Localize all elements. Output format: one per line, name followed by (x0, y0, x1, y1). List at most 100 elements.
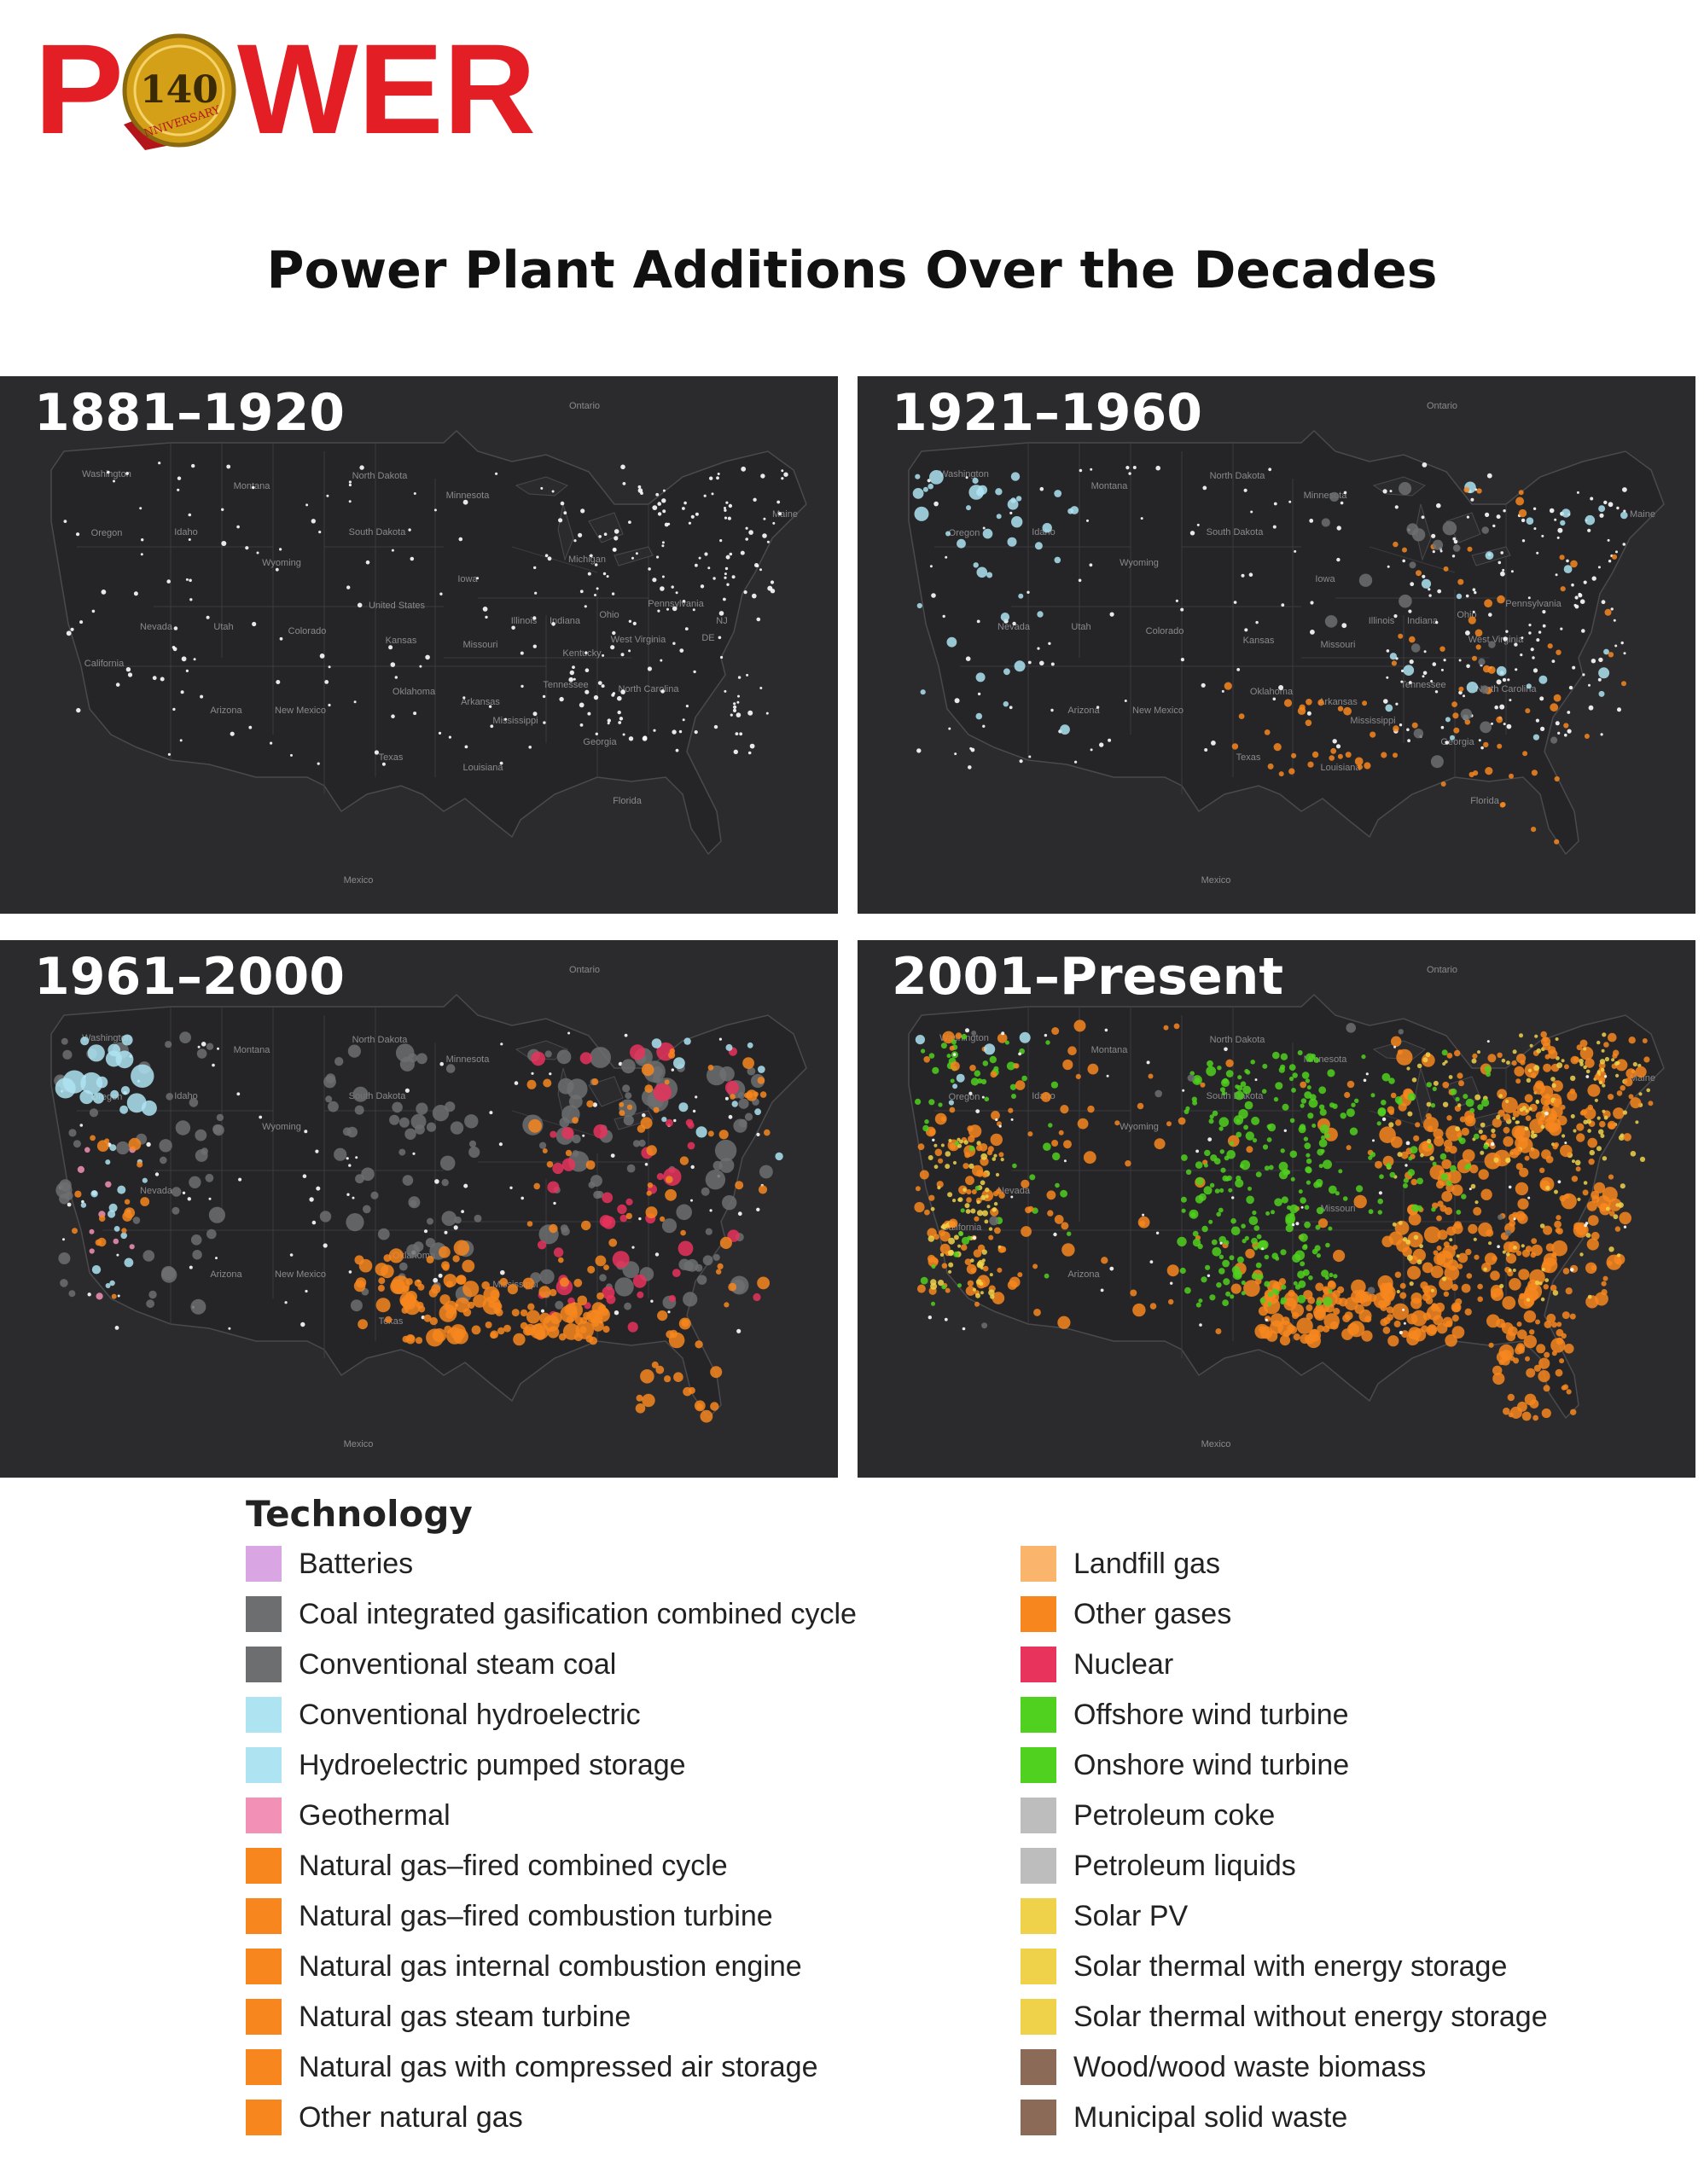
plant-dot-gas (1496, 1350, 1509, 1363)
plant-dot-white (346, 585, 351, 590)
plant-dot-gas (1362, 700, 1368, 706)
basemap (50, 993, 807, 1420)
plant-dot-hydro (1003, 701, 1009, 707)
place-label: Florida (1470, 796, 1500, 806)
plant-dot-solar (1456, 1254, 1460, 1258)
place-label: Mexico (344, 875, 374, 886)
plant-dot-hydro (1538, 675, 1548, 684)
plant-dot-white (1597, 566, 1601, 569)
plant-dot-gas (1532, 1414, 1538, 1421)
plant-dot-white (276, 680, 281, 684)
plant-dot-coal (395, 1043, 415, 1062)
plant-dot-gas (423, 1314, 432, 1322)
plant-dot-white (326, 494, 329, 497)
plant-dot-white (1402, 1308, 1405, 1311)
plant-dot-white (770, 580, 775, 584)
plant-dot-gas (640, 1369, 654, 1384)
plant-dot-gas (1539, 1167, 1545, 1173)
plant-dot-white (1207, 1274, 1211, 1277)
plant-dot-nuclear (685, 1118, 694, 1127)
plant-dot-hydro (91, 1265, 102, 1275)
plant-dot-hydro (108, 1203, 118, 1212)
plant-dot-wind (1483, 1144, 1489, 1150)
plant-dot-gas (1449, 1146, 1457, 1154)
plant-dot-solar (1646, 1088, 1650, 1093)
plant-dot-gas (565, 1149, 573, 1157)
plant-dot-gas (1555, 1368, 1563, 1377)
plant-dot-gas (664, 1375, 672, 1383)
plant-dot-white (185, 578, 189, 581)
plant-dot-wind (1255, 1262, 1262, 1269)
plant-dot-hydro (661, 1117, 667, 1123)
plant-dot-white (101, 590, 107, 595)
plant-dot-white (1578, 592, 1581, 596)
plant-dot-white (579, 590, 584, 594)
plant-dot-coal (1410, 643, 1421, 653)
plant-dot-wind (1218, 1117, 1230, 1127)
plant-dot-gas (1154, 1138, 1166, 1150)
legend-label: Municipal solid waste (1073, 2100, 1348, 2134)
plant-dot-gas (665, 1188, 677, 1201)
plant-dot-wind (1244, 1235, 1249, 1240)
plant-dot-wind (1021, 1075, 1027, 1082)
plant-dot-gas (591, 1078, 599, 1085)
plant-dot-gas (728, 1282, 737, 1292)
state-border (511, 1110, 598, 1137)
plant-dot-white (735, 732, 739, 735)
plant-dot-coal (561, 1227, 570, 1236)
plant-dot-wind (1209, 1114, 1214, 1119)
plant-dot-wind (1303, 1136, 1309, 1141)
plant-dot-gas (1474, 629, 1483, 637)
plant-dot-white (275, 567, 279, 572)
plant-dot-wind (1009, 1083, 1017, 1090)
plant-dot-wind (950, 1078, 955, 1083)
plant-dot-wind (1311, 1124, 1317, 1128)
plant-dot-white (1294, 549, 1297, 553)
plant-dot-white (656, 555, 660, 559)
plant-dot-white (1421, 515, 1425, 520)
plant-dot-gas (1306, 699, 1312, 706)
plant-dot-gas (1394, 1271, 1402, 1278)
plant-dot-white (982, 526, 986, 530)
plant-dot-white (279, 548, 282, 551)
plant-dot-wind (1243, 1124, 1248, 1130)
plant-dot-wind (1261, 1089, 1267, 1094)
plant-dot-wind (1012, 1163, 1017, 1169)
plant-dot-wind (1441, 1049, 1448, 1056)
plant-dot-white (500, 1269, 505, 1275)
plant-dot-white (716, 476, 719, 480)
plant-dot-wind (1195, 1161, 1203, 1169)
plant-dot-gas (1491, 1133, 1497, 1139)
place-label: Arizona (1067, 1269, 1100, 1280)
plant-dot-nuclear (656, 1173, 664, 1181)
place-label: Kansas (386, 636, 417, 646)
plant-dot-white (1387, 565, 1390, 568)
plant-dot-gas (72, 1228, 78, 1234)
plant-dot-solar (940, 1225, 945, 1229)
place-label: Minnesota (446, 1054, 491, 1065)
plant-dot-gas (1344, 1091, 1351, 1099)
plant-dot-coal (1321, 518, 1330, 527)
plant-dot-white (499, 761, 503, 765)
plant-dot-white (1497, 1245, 1500, 1248)
plant-dot-gas (111, 1293, 117, 1299)
plant-dot-gas (1283, 1292, 1300, 1307)
place-label: New Mexico (1132, 706, 1183, 716)
plant-dot-gas (1458, 686, 1464, 692)
plant-dot-solar (1556, 1062, 1563, 1069)
plant-dot-gas (645, 1206, 658, 1219)
plant-dot-gas (1451, 1326, 1465, 1339)
place-label: Georgia (1440, 737, 1474, 747)
plant-dot-gas (1613, 1107, 1625, 1119)
plant-dot-wind (1370, 1093, 1375, 1098)
plant-dot-wind (1211, 1239, 1218, 1246)
plant-dot-white (1599, 513, 1604, 518)
plant-dot-wind (1321, 1269, 1329, 1278)
plant-dot-white (549, 1072, 552, 1076)
plant-dot-white (718, 1037, 723, 1041)
plant-dot-gas (1259, 1326, 1273, 1339)
place-label: Texas (1236, 752, 1261, 763)
plant-dot-gas (1563, 1064, 1569, 1070)
plant-dot-hydro (995, 488, 1003, 496)
plant-dot-hydro (119, 1105, 129, 1114)
